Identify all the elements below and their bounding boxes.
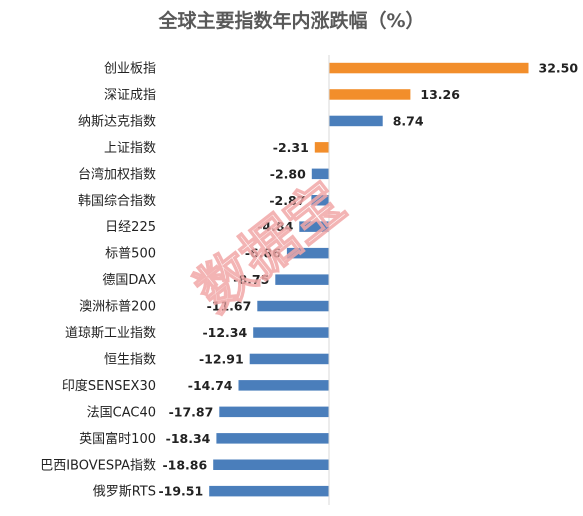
value-label-5: -2.87 xyxy=(269,193,305,208)
bar-13 xyxy=(219,406,329,418)
category-label-14: 英国富时100 xyxy=(79,431,156,447)
category-label-6: 日经225 xyxy=(105,220,156,235)
bar-2 xyxy=(329,115,383,127)
category-label-13: 法国CAC40 xyxy=(87,405,156,420)
category-label-4: 台湾加权指数 xyxy=(78,166,156,182)
bar-11 xyxy=(249,353,329,365)
bar-6 xyxy=(299,221,329,232)
category-label-1: 深证成指 xyxy=(104,88,156,103)
bar-0 xyxy=(329,62,529,74)
category-label-7: 标普500 xyxy=(105,247,156,262)
value-label-1: 13.26 xyxy=(420,87,460,102)
chart-title: 全球主要指数年内涨跌幅（%） xyxy=(157,9,424,32)
bar-9 xyxy=(257,300,329,312)
bar-1 xyxy=(329,89,411,100)
value-label-11: -12.91 xyxy=(199,351,244,366)
value-label-7: -6.86 xyxy=(245,246,281,261)
category-label-11: 恒生指数 xyxy=(104,352,156,367)
category-label-8: 德国DAX xyxy=(102,273,156,288)
value-label-0: 32.50 xyxy=(539,61,579,76)
bar-4 xyxy=(311,168,329,180)
value-label-2: 8.74 xyxy=(393,113,424,128)
bar-3 xyxy=(314,142,329,153)
bar-7 xyxy=(286,247,329,259)
bar-10 xyxy=(253,327,329,338)
value-label-9: -11.67 xyxy=(207,299,252,314)
category-label-0: 创业板指 xyxy=(104,62,156,77)
value-label-6: -4.84 xyxy=(257,219,293,234)
category-label-9: 澳洲标普200 xyxy=(79,299,156,315)
category-label-2: 纳斯达克指数 xyxy=(78,114,156,129)
category-label-3: 上证指数 xyxy=(104,141,156,156)
bar-8 xyxy=(275,274,329,285)
value-label-8: -8.75 xyxy=(233,272,269,287)
category-label-12: 印度SENSEX30 xyxy=(62,378,156,394)
category-label-15: 巴西IBOVESPA指数 xyxy=(40,458,156,473)
bar-5 xyxy=(311,195,329,206)
category-label-10: 道琼斯工业指数 xyxy=(65,326,156,341)
value-label-14: -18.34 xyxy=(166,431,211,446)
value-label-13: -17.87 xyxy=(169,404,214,419)
value-label-12: -14.74 xyxy=(188,378,233,393)
value-label-10: -12.34 xyxy=(202,325,247,340)
bar-12 xyxy=(238,380,329,391)
bar-16 xyxy=(209,485,329,497)
bars-layer xyxy=(209,62,529,497)
value-label-4: -2.80 xyxy=(270,166,306,181)
value-label-3: -2.31 xyxy=(273,140,309,155)
bar-14 xyxy=(216,433,329,444)
bar-15 xyxy=(213,459,329,470)
labels-layer: 32.50 创业板指 13.26 深证成指 8.74 纳斯达克指数 -2.31 上证指数 -2.… xyxy=(40,61,578,500)
value-label-16: -19.51 xyxy=(158,484,203,499)
category-label-5: 韩国综合指数 xyxy=(78,194,156,209)
value-label-15: -18.86 xyxy=(162,457,207,472)
category-label-16: 俄罗斯RTS xyxy=(93,485,156,500)
